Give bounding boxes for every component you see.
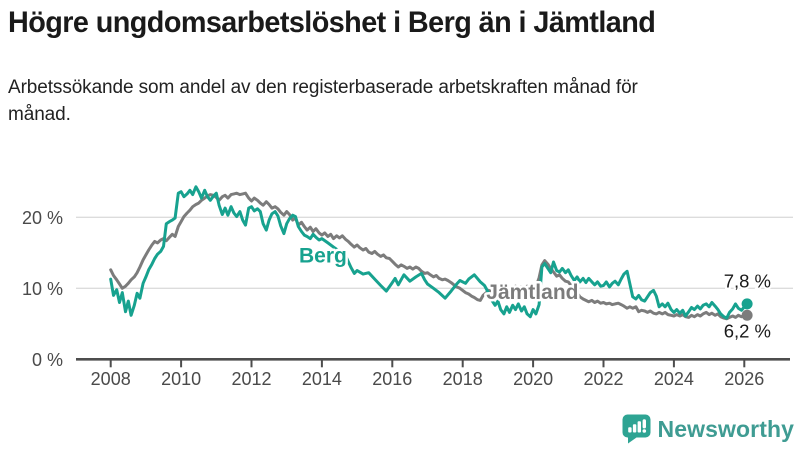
chart-subtitle: Arbetssökande som andel av den registerb… [8,77,638,125]
series-end-dot-jämtland [741,309,753,321]
page-title: Högre ungdomsarbetslöshet i Berg än i Jä… [8,6,656,39]
x-tick-label: 2008 [91,369,131,389]
x-tick-label: 2026 [724,369,764,389]
end-value-label-berg: 7,8 % [724,270,771,291]
x-tick-label: 2014 [302,369,342,389]
series-line-berg [109,185,749,320]
x-axis: 0 % 10 % 20 % 2008 2010 2012 2014 2016 2018 2020 2… [22,208,790,389]
x-tick-label: 2018 [443,369,483,389]
series-end-dot-berg [741,298,753,310]
series-label-berg: Berg [299,245,347,268]
x-tick-label: 2016 [372,369,412,389]
annotations-group: Jämtland 6,2 % Berg 7,8 % [297,242,773,343]
x-tick-label: 2012 [231,369,271,389]
y-tick-label: 20 % [22,208,63,228]
newsworthy-wordmark: Newsworthy [657,415,794,442]
x-tick-label: 2020 [513,369,553,389]
end-value-label-jämtland: 6,2 % [724,320,771,341]
series-group [109,185,749,321]
y-tick-label: 10 % [22,279,63,299]
series-line-jämtland [109,191,749,321]
y-tick-label: 0 % [32,350,63,370]
series-label-jämtland: Jämtland [486,281,578,304]
x-tick-label: 2010 [161,369,201,389]
newsworthy-chart-bubble-icon [622,414,651,444]
x-tick-label: 2024 [654,369,694,389]
newsworthy-logo: Newsworthy [622,413,794,445]
logo-bars-icon [627,419,646,433]
x-tick-label: 2022 [583,369,623,389]
